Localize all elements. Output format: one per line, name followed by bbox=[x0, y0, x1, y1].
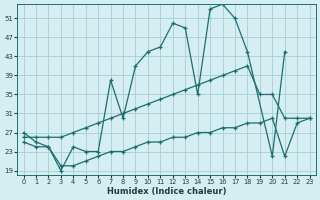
X-axis label: Humidex (Indice chaleur): Humidex (Indice chaleur) bbox=[107, 187, 226, 196]
